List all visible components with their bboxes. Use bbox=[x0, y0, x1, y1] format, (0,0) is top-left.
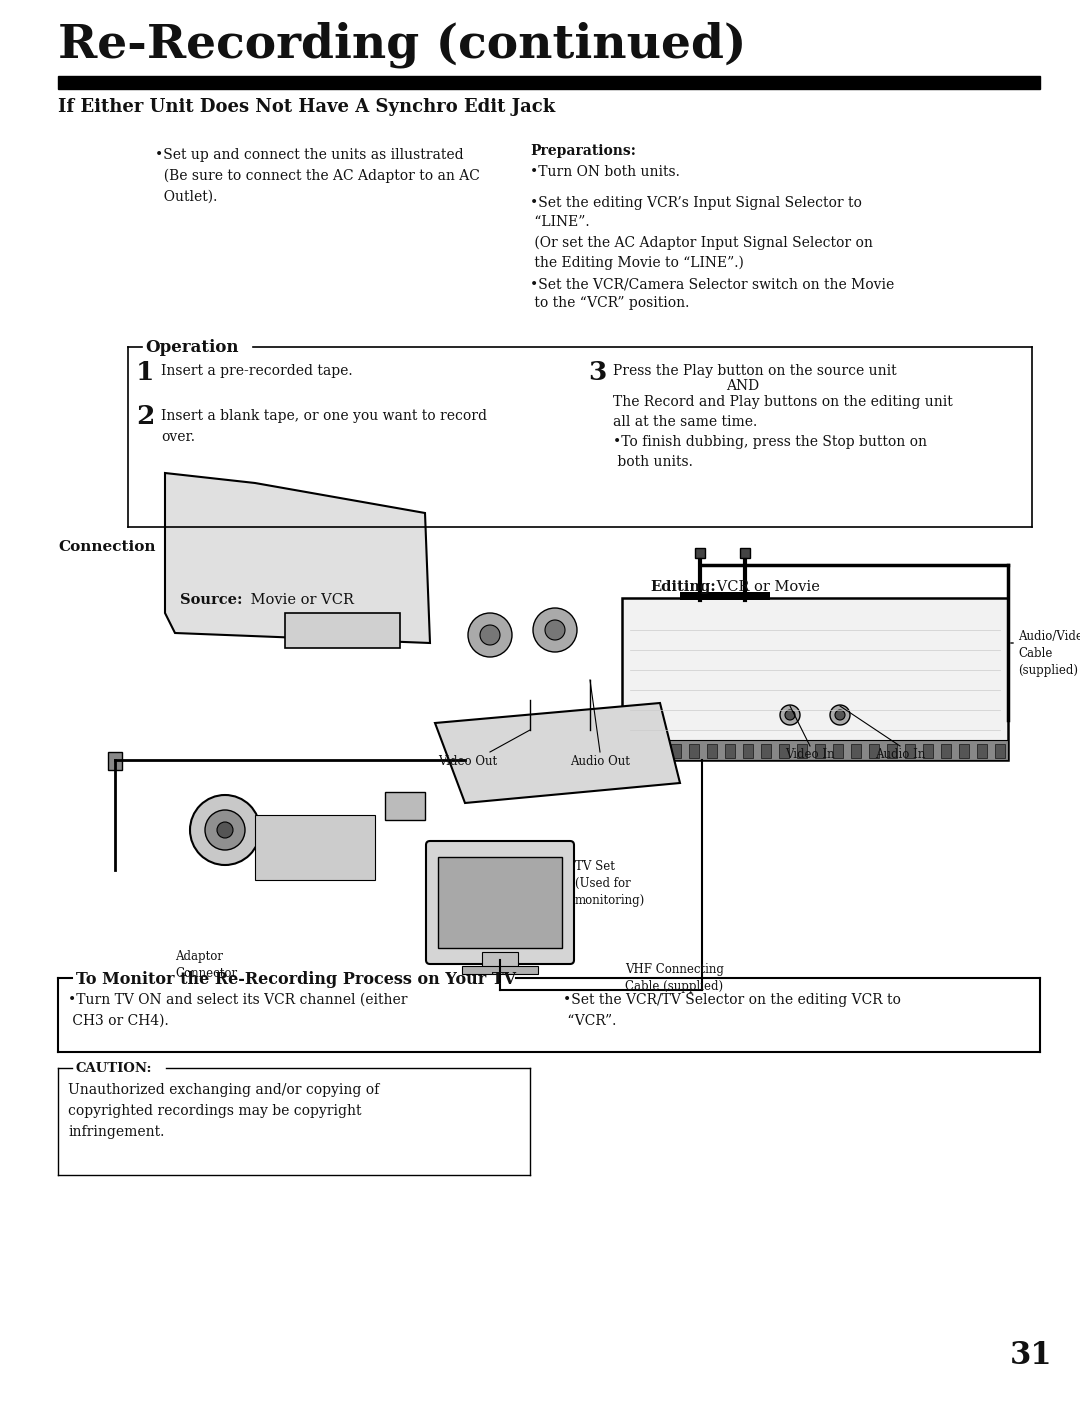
Circle shape bbox=[780, 704, 800, 725]
Bar bbox=[869, 744, 879, 758]
Text: Insert a pre-recorded tape.: Insert a pre-recorded tape. bbox=[161, 363, 353, 377]
Circle shape bbox=[835, 710, 845, 720]
Circle shape bbox=[205, 810, 245, 850]
Bar bbox=[482, 953, 518, 969]
Text: •Set the editing VCR’s Input Signal Selector to
 “LINE”.
 (Or set the AC Adaptor: •Set the editing VCR’s Input Signal Sele… bbox=[530, 196, 873, 269]
Bar bbox=[653, 744, 663, 758]
Bar bbox=[995, 744, 1005, 758]
Polygon shape bbox=[285, 613, 400, 648]
Text: Re-Recording (continued): Re-Recording (continued) bbox=[58, 22, 746, 69]
Text: Video In: Video In bbox=[785, 748, 835, 760]
Text: •Set the VCR/TV Selector on the editing VCR to
 “VCR”.: •Set the VCR/TV Selector on the editing … bbox=[563, 993, 901, 1027]
Bar bbox=[887, 744, 897, 758]
Text: Preparations:: Preparations: bbox=[530, 145, 636, 159]
Text: •Set the VCR/Camera Selector switch on the Movie
 to the “VCR” position.: •Set the VCR/Camera Selector switch on t… bbox=[530, 276, 894, 310]
Text: •Turn TV ON and select its VCR channel (either
 CH3 or CH4).: •Turn TV ON and select its VCR channel (… bbox=[68, 993, 407, 1027]
Text: Movie or VCR: Movie or VCR bbox=[246, 593, 354, 607]
Text: Adaptor
Connector: Adaptor Connector bbox=[175, 950, 238, 981]
Circle shape bbox=[190, 796, 260, 866]
Text: 2: 2 bbox=[136, 404, 154, 429]
Circle shape bbox=[534, 607, 577, 652]
Bar bbox=[725, 744, 735, 758]
Text: Unauthorized exchanging and/or copying of
copyrighted recordings may be copyrigh: Unauthorized exchanging and/or copying o… bbox=[68, 1083, 379, 1139]
Bar bbox=[959, 744, 969, 758]
Circle shape bbox=[831, 704, 850, 725]
Bar bbox=[622, 598, 1008, 760]
Bar bbox=[635, 744, 645, 758]
Bar bbox=[833, 744, 843, 758]
Bar bbox=[384, 793, 426, 819]
Text: The Record and Play buttons on the editing unit
all at the same time.
•To finish: The Record and Play buttons on the editi… bbox=[613, 396, 953, 469]
Text: Audio Out: Audio Out bbox=[570, 755, 630, 767]
Bar bbox=[740, 549, 750, 558]
Bar bbox=[255, 815, 375, 880]
Text: Source:: Source: bbox=[180, 593, 243, 607]
FancyBboxPatch shape bbox=[426, 840, 573, 964]
Bar bbox=[462, 967, 538, 974]
Text: Video Out: Video Out bbox=[438, 755, 498, 767]
Bar bbox=[743, 744, 753, 758]
Bar bbox=[671, 744, 681, 758]
Circle shape bbox=[217, 822, 233, 838]
Polygon shape bbox=[165, 473, 430, 643]
Circle shape bbox=[480, 624, 500, 645]
Circle shape bbox=[468, 613, 512, 657]
Text: Audio In: Audio In bbox=[875, 748, 926, 760]
Text: •Turn ON both units.: •Turn ON both units. bbox=[530, 166, 680, 180]
Text: Insert a blank tape, or one you want to record
over.: Insert a blank tape, or one you want to … bbox=[161, 410, 487, 443]
Bar bbox=[905, 744, 915, 758]
Bar bbox=[58, 76, 1040, 88]
Bar bbox=[923, 744, 933, 758]
Text: If Either Unit Does Not Have A Synchro Edit Jack: If Either Unit Does Not Have A Synchro E… bbox=[58, 98, 555, 116]
Bar bbox=[707, 744, 717, 758]
Bar bbox=[851, 744, 861, 758]
Text: VHF Connecting
Cable (supplied): VHF Connecting Cable (supplied) bbox=[625, 962, 724, 993]
Bar bbox=[680, 592, 770, 600]
Text: 31: 31 bbox=[1010, 1340, 1053, 1371]
Text: 1: 1 bbox=[136, 361, 154, 384]
Bar bbox=[977, 744, 987, 758]
Bar bbox=[779, 744, 789, 758]
Circle shape bbox=[545, 620, 565, 640]
Text: AND: AND bbox=[727, 379, 759, 393]
Bar bbox=[815, 744, 825, 758]
Text: •Set up and connect the units as illustrated
  (Be sure to connect the AC Adapto: •Set up and connect the units as illustr… bbox=[156, 147, 480, 203]
Bar bbox=[696, 549, 705, 558]
Bar bbox=[689, 744, 699, 758]
Bar bbox=[797, 744, 807, 758]
Bar bbox=[622, 739, 1008, 760]
Bar bbox=[108, 752, 122, 770]
Text: Operation: Operation bbox=[145, 340, 239, 356]
Text: CAUTION:: CAUTION: bbox=[76, 1062, 152, 1076]
Bar bbox=[941, 744, 951, 758]
Text: Press the Play button on the source unit: Press the Play button on the source unit bbox=[613, 363, 896, 377]
Text: Editing:: Editing: bbox=[650, 579, 716, 593]
Text: TV Set
(Used for
monitoring): TV Set (Used for monitoring) bbox=[575, 860, 645, 906]
Bar bbox=[761, 744, 771, 758]
Text: Audio/Video
Cable
(supplied): Audio/Video Cable (supplied) bbox=[1018, 630, 1080, 678]
Bar bbox=[438, 857, 562, 948]
Circle shape bbox=[785, 710, 795, 720]
Text: VCR or Movie: VCR or Movie bbox=[712, 579, 820, 593]
Text: To Monitor the Re-Recording Process on Your TV: To Monitor the Re-Recording Process on Y… bbox=[76, 971, 516, 988]
Polygon shape bbox=[435, 703, 680, 803]
Text: 3: 3 bbox=[588, 361, 606, 384]
Text: Connection: Connection bbox=[58, 540, 156, 554]
